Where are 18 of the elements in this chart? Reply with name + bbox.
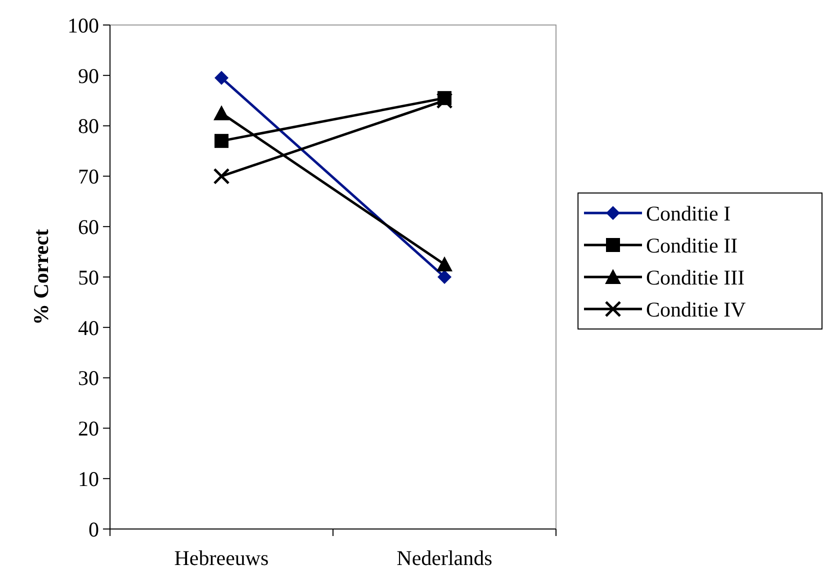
- legend-label: Conditie II: [646, 233, 738, 258]
- x-tick-label: Hebreeuws: [174, 546, 269, 570]
- y-axis-title: % Correct: [29, 229, 53, 325]
- y-tick-label: 100: [68, 13, 99, 38]
- y-tick-label: 60: [78, 214, 99, 239]
- y-tick-label: 10: [78, 466, 99, 491]
- y-tick-label: 20: [78, 416, 99, 441]
- x-tick-label: Nederlands: [396, 546, 492, 570]
- y-tick-label: 70: [78, 164, 99, 189]
- y-tick-label: 80: [78, 114, 99, 138]
- y-tick-label: 50: [78, 265, 99, 290]
- legend-label: Conditie I: [646, 201, 731, 226]
- y-tick-label: 30: [78, 366, 99, 390]
- y-tick-label: 40: [78, 316, 99, 340]
- y-tick-label: 90: [78, 64, 99, 88]
- y-tick-label: 0: [88, 517, 99, 542]
- legend-label: Conditie III: [646, 265, 745, 290]
- legend-label: Conditie IV: [646, 297, 746, 322]
